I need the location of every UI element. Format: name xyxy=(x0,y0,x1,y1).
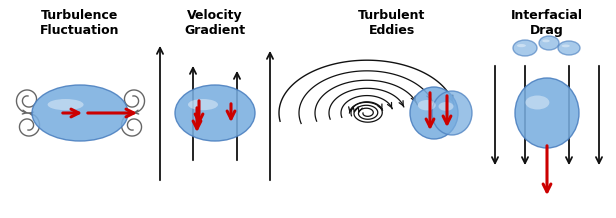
Ellipse shape xyxy=(439,102,453,111)
Ellipse shape xyxy=(517,44,526,47)
Ellipse shape xyxy=(418,100,436,110)
Ellipse shape xyxy=(539,36,559,50)
Text: Interfacial
Drag: Interfacial Drag xyxy=(511,9,583,37)
Ellipse shape xyxy=(515,78,579,148)
Text: Turbulence
Fluctuation: Turbulence Fluctuation xyxy=(40,9,120,37)
Ellipse shape xyxy=(410,87,458,139)
Text: Velocity
Gradient: Velocity Gradient xyxy=(184,9,246,37)
Ellipse shape xyxy=(513,40,537,56)
Text: Turbulent
Eddies: Turbulent Eddies xyxy=(359,9,426,37)
Ellipse shape xyxy=(432,91,472,135)
Ellipse shape xyxy=(47,99,84,110)
Ellipse shape xyxy=(188,99,218,110)
Ellipse shape xyxy=(525,95,549,109)
Ellipse shape xyxy=(562,44,570,47)
Ellipse shape xyxy=(32,85,128,141)
Ellipse shape xyxy=(175,85,255,141)
Ellipse shape xyxy=(558,41,580,55)
Ellipse shape xyxy=(542,39,549,42)
